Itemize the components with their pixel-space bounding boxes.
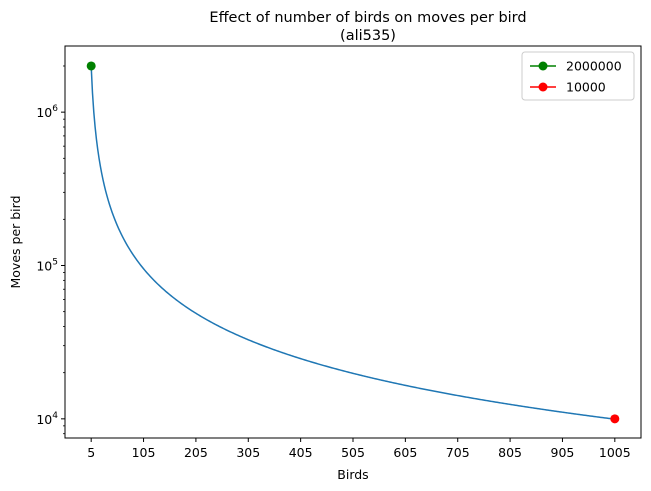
legend-label: 2000000	[566, 59, 622, 74]
x-tick-label: 505	[341, 445, 365, 460]
x-tick-label: 605	[393, 445, 417, 460]
series-0-point	[86, 61, 96, 71]
series-1-point	[610, 414, 620, 424]
x-axis-label: Birds	[337, 467, 368, 482]
x-tick-label: 805	[498, 445, 522, 460]
x-tick-label: 705	[446, 445, 470, 460]
y-tick-label: 105	[36, 257, 58, 273]
y-tick-label: 106	[36, 104, 58, 120]
plot-area	[86, 61, 620, 424]
legend-marker	[538, 61, 548, 71]
y-tick-label: 104	[36, 411, 58, 427]
legend-marker	[538, 82, 548, 92]
legend: 2000000 10000	[521, 51, 635, 101]
legend-box	[521, 51, 635, 101]
x-tick-label: 905	[551, 445, 575, 460]
x-tick-label: 205	[184, 445, 208, 460]
chart-subtitle: (ali535)	[340, 28, 396, 44]
x-tick-label: 105	[132, 445, 156, 460]
legend-label: 10000	[566, 80, 606, 95]
x-tick-label: 1005	[599, 445, 631, 460]
x-tick-label: 305	[236, 445, 260, 460]
x-tick-label: 5	[87, 445, 95, 460]
y-axis-label: Moves per bird	[8, 195, 23, 288]
main-curve-line	[90, 65, 615, 420]
chart-title: Effect of number of birds on moves per b…	[209, 10, 526, 26]
x-tick-label: 405	[289, 445, 313, 460]
